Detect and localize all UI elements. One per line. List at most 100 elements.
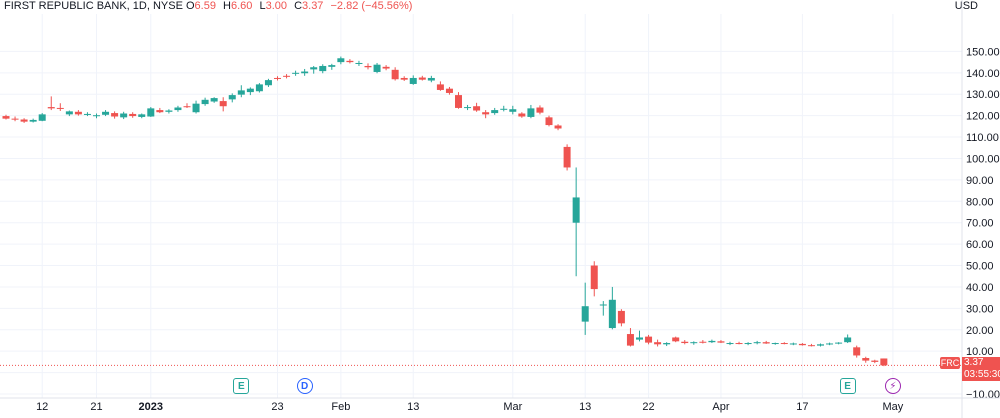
candle-body[interactable] <box>581 306 589 322</box>
candle-body[interactable] <box>102 111 110 115</box>
candle-body[interactable] <box>93 115 100 117</box>
candle-body[interactable] <box>436 84 444 90</box>
candle-body[interactable] <box>74 111 82 115</box>
candle-body[interactable] <box>2 116 10 119</box>
candle-body[interactable] <box>391 69 399 80</box>
lightning-icon[interactable]: ⚡ <box>884 378 901 394</box>
candle-body[interactable] <box>464 107 472 109</box>
candle-body[interactable] <box>65 111 73 115</box>
candle-body[interactable] <box>364 65 372 68</box>
candle-body[interactable] <box>264 80 272 86</box>
candle-body[interactable] <box>38 114 46 121</box>
candle-body[interactable] <box>708 340 716 343</box>
dividend-icon[interactable]: D <box>296 378 313 394</box>
candle-body[interactable] <box>20 119 28 122</box>
candle-body[interactable] <box>373 64 381 72</box>
candle-body[interactable] <box>473 106 481 111</box>
candle-body[interactable] <box>409 77 417 84</box>
candle-body[interactable] <box>880 358 888 366</box>
candle-body[interactable] <box>690 342 698 344</box>
candle-body[interactable] <box>29 119 37 122</box>
candle-body[interactable] <box>608 299 616 329</box>
candle-body[interactable] <box>56 107 64 109</box>
candle-body[interactable] <box>219 101 227 107</box>
candle-body[interactable] <box>807 345 815 347</box>
candle-body[interactable] <box>427 77 435 81</box>
candle-body[interactable] <box>283 75 291 77</box>
candle-body[interactable] <box>346 60 354 63</box>
candle-body[interactable] <box>572 197 580 223</box>
candle-body[interactable] <box>645 336 653 343</box>
candle-body[interactable] <box>780 343 788 345</box>
candle-body[interactable] <box>798 343 806 346</box>
candle-body[interactable] <box>826 343 834 345</box>
candle-body[interactable] <box>491 110 499 114</box>
candle-body[interactable] <box>681 341 689 344</box>
candle-body[interactable] <box>735 343 743 345</box>
candle-body[interactable] <box>717 341 725 343</box>
candle-body[interactable] <box>138 114 146 117</box>
candle-body[interactable] <box>744 343 752 345</box>
candle-body[interactable] <box>418 77 426 80</box>
candle-body[interactable] <box>789 343 797 345</box>
candle-body[interactable] <box>382 66 390 69</box>
candle-body[interactable] <box>482 112 490 115</box>
candle-body[interactable] <box>599 304 607 306</box>
candle-body[interactable] <box>527 108 535 117</box>
candle-body[interactable] <box>120 113 128 118</box>
candle-body[interactable] <box>255 84 263 92</box>
candle-body[interactable] <box>165 110 173 112</box>
candle-body[interactable] <box>192 103 200 113</box>
candle-body[interactable] <box>292 72 300 74</box>
candle-body[interactable] <box>672 337 680 342</box>
candle-body[interactable] <box>762 342 770 344</box>
candle-body[interactable] <box>626 334 634 346</box>
candle-body[interactable] <box>654 342 662 345</box>
candle-body[interactable] <box>174 107 182 111</box>
candle-body[interactable] <box>328 65 336 67</box>
candle-body[interactable] <box>111 113 119 117</box>
candle-body[interactable] <box>246 88 254 93</box>
candle-body[interactable] <box>699 341 707 343</box>
candle-body[interactable] <box>319 65 327 72</box>
candle-body[interactable] <box>337 58 345 63</box>
earnings-icon[interactable]: E <box>233 378 250 394</box>
candle-body[interactable] <box>563 146 571 168</box>
candle-body[interactable] <box>545 117 553 126</box>
candle-body[interactable] <box>210 98 218 102</box>
candle-body[interactable] <box>590 265 598 290</box>
candle-body[interactable] <box>129 113 137 117</box>
candle-body[interactable] <box>636 337 643 340</box>
candle-body[interactable] <box>201 99 209 105</box>
candle-body[interactable] <box>617 310 625 324</box>
candle-body[interactable] <box>147 108 155 117</box>
candle-body[interactable] <box>355 62 363 64</box>
candle-body[interactable] <box>817 344 824 346</box>
candle-body[interactable] <box>400 77 408 80</box>
candle-body[interactable] <box>835 342 843 344</box>
candle-body[interactable] <box>726 343 734 345</box>
candle-body[interactable] <box>554 125 562 129</box>
candle-body[interactable] <box>183 106 191 108</box>
candle-body[interactable] <box>310 67 318 70</box>
candle-body[interactable] <box>853 347 861 356</box>
candle-body[interactable] <box>228 95 236 100</box>
candle-body[interactable] <box>663 343 671 345</box>
candle-body[interactable] <box>47 107 55 109</box>
candle-body[interactable] <box>871 360 879 362</box>
candle-body[interactable] <box>536 107 544 113</box>
candle-body[interactable] <box>509 109 517 112</box>
candle-body[interactable] <box>518 113 526 117</box>
candle-body[interactable] <box>83 113 91 115</box>
candle-body[interactable] <box>862 358 870 361</box>
candle-body[interactable] <box>445 88 453 93</box>
candle-body[interactable] <box>156 110 164 113</box>
candle-body[interactable] <box>455 95 462 108</box>
candle-body[interactable] <box>237 90 245 95</box>
candle-body[interactable] <box>11 118 19 120</box>
candle-body[interactable] <box>274 77 281 79</box>
candle-body[interactable] <box>771 343 779 345</box>
candle-body[interactable] <box>500 108 508 110</box>
